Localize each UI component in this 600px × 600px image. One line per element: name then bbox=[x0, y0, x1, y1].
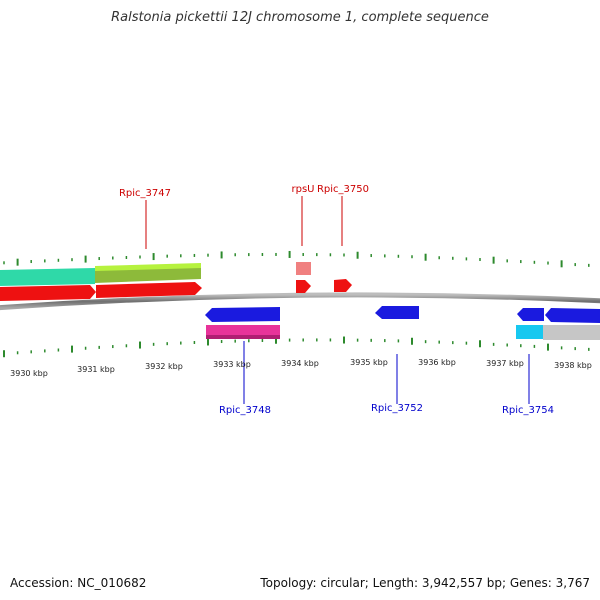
kbp-label: 3933 kbp bbox=[213, 360, 251, 369]
gene-bar-lime bbox=[95, 263, 201, 271]
gene-arrow-rpic-3754[interactable] bbox=[517, 308, 544, 321]
outer-tick-row bbox=[3, 250, 590, 268]
gene-arrow-rpsU[interactable] bbox=[296, 280, 311, 293]
map-title: Ralstonia pickettii 12J chromosome 1, co… bbox=[111, 10, 489, 25]
gene-bar-rpsU[interactable] bbox=[296, 262, 311, 275]
gene-bar-cyan[interactable] bbox=[516, 325, 543, 339]
gene-arrow-rpic-3752[interactable] bbox=[375, 306, 419, 319]
gene-label-rpic-3750[interactable]: Rpic_3750 bbox=[317, 184, 369, 195]
gene-arrow-blue-right[interactable] bbox=[545, 308, 600, 323]
gene-label-rpic-3754[interactable]: Rpic_3754 bbox=[502, 405, 554, 416]
gene-label-rpic-3748[interactable]: Rpic_3748 bbox=[219, 405, 271, 416]
gene-arrow-red-1[interactable] bbox=[0, 285, 96, 301]
chromosome-backbone bbox=[0, 292, 600, 311]
kbp-label: 3935 kbp bbox=[350, 358, 388, 367]
gene-label-lines bbox=[145, 196, 530, 404]
gene-arrow-rpic-3750[interactable] bbox=[334, 279, 352, 292]
summary-text: Topology: circular; Length: 3,942,557 bp… bbox=[260, 576, 590, 590]
gene-bar-teal[interactable] bbox=[0, 268, 95, 286]
kbp-label: 3936 kbp bbox=[418, 358, 456, 367]
accession-text: Accession: NC_010682 bbox=[10, 576, 147, 590]
kbp-label: 3932 kbp bbox=[145, 362, 183, 371]
gene-label-rpsU[interactable]: rpsU bbox=[292, 184, 315, 195]
kbp-label: 3937 kbp bbox=[486, 359, 524, 368]
inner-tick-row bbox=[3, 336, 590, 358]
gene-label-rpic-3752[interactable]: Rpic_3752 bbox=[371, 403, 423, 414]
gene-bar-grey[interactable] bbox=[543, 325, 600, 340]
kbp-label: 3938 kbp bbox=[554, 361, 592, 370]
kbp-label: 3930 kbp bbox=[10, 369, 48, 378]
kbp-label: 3934 kbp bbox=[281, 359, 319, 368]
gene-bar-magenta-shade bbox=[206, 335, 280, 339]
gene-arrow-red-2[interactable] bbox=[96, 282, 202, 298]
kbp-label: 3931 kbp bbox=[77, 365, 115, 374]
gene-arrow-rpic-3748[interactable] bbox=[205, 307, 280, 322]
gene-label-rpic-3747[interactable]: Rpic_3747 bbox=[119, 188, 171, 199]
